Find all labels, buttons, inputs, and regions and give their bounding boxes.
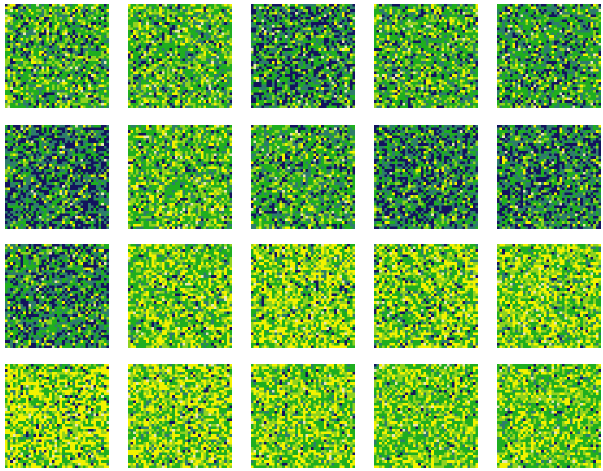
heatmap-tile-3-2: [128, 244, 232, 348]
heatmap-tile-1-5: [497, 4, 601, 108]
heatmap-tile-4-4: [374, 364, 478, 468]
heatmap-tile-2-1: [5, 125, 109, 229]
heatmap-tile-1-4: [374, 4, 478, 108]
heatmap-tile-4-1: [5, 364, 109, 468]
heatmap-tile-1-3: [251, 4, 355, 108]
heatmap-tile-1-1: [5, 4, 109, 108]
heatmap-tile-3-4: [374, 244, 478, 348]
heatmap-tile-2-3: [251, 125, 355, 229]
heatmap-tile-4-5: [497, 364, 601, 468]
heatmap-tile-3-5: [497, 244, 601, 348]
heatmap-tile-2-4: [374, 125, 478, 229]
heatmap-tile-3-1: [5, 244, 109, 348]
heatmap-tile-2-5: [497, 125, 601, 229]
heatmap-tile-3-3: [251, 244, 355, 348]
heatmap-tile-1-2: [128, 4, 232, 108]
heatmap-tile-4-2: [128, 364, 232, 468]
heatmap-tile-4-3: [251, 364, 355, 468]
heatmap-tile-2-2: [128, 125, 232, 229]
